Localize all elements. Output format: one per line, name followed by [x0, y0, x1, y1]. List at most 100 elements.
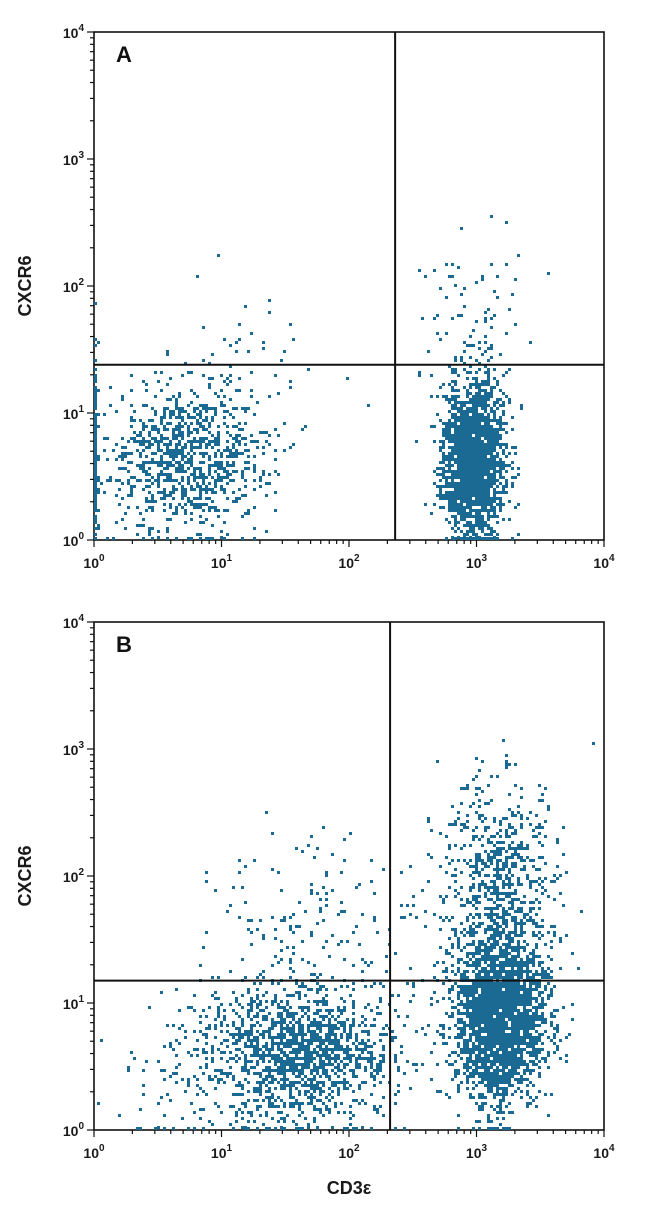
panel-b-data-point: [442, 919, 445, 922]
panel-a-data-point: [475, 446, 478, 449]
panel-a-data-point: [181, 497, 184, 500]
panel-b-data-point: [280, 1057, 283, 1060]
panel-a-data-point: [418, 371, 421, 374]
panel-b-data-point: [337, 1039, 340, 1042]
panel-a-data-point: [94, 437, 97, 440]
panel-a-data-point: [262, 446, 265, 449]
panel-b-data-point: [400, 1045, 403, 1048]
panel-a-data-point: [217, 476, 220, 479]
panel-b-data-point: [508, 823, 511, 826]
panel-b-data-point: [280, 889, 283, 892]
panel-a-data-point: [478, 368, 481, 371]
panel-b-data-point: [409, 967, 412, 970]
panel-b-data-point: [208, 1075, 211, 1078]
panel-a-data-point: [454, 485, 457, 488]
panel-a-data-point: [460, 530, 463, 533]
panel-b-data-point: [277, 961, 280, 964]
panel-a-data-point: [478, 518, 481, 521]
panel-a-data-point: [241, 476, 244, 479]
panel-a-data-point: [223, 488, 226, 491]
panel-b-data-point: [235, 1048, 238, 1051]
panel-b-data-point: [526, 1102, 529, 1105]
panel-b-data-point: [442, 1033, 445, 1036]
panel-b-data-point: [460, 988, 463, 991]
panel-b-data-point: [505, 1006, 508, 1009]
panel-b-data-point: [490, 859, 493, 862]
panel-b-data-point: [550, 994, 553, 997]
panel-b-data-point: [526, 913, 529, 916]
panel-b-data-point: [292, 1018, 295, 1021]
panel-b-data-point: [544, 835, 547, 838]
panel-a-data-point: [199, 470, 202, 473]
panel-a-data-point: [118, 503, 121, 506]
panel-a-data-point: [160, 461, 163, 464]
panel-b-data-point: [481, 1009, 484, 1012]
panel-b-data-point: [499, 949, 502, 952]
panel-a-data-point: [133, 410, 136, 413]
panel-b-data-point: [541, 976, 544, 979]
panel-b-data-point: [457, 958, 460, 961]
panel-b-data-point: [316, 1081, 319, 1084]
panel-a-data-point: [472, 503, 475, 506]
panel-b-data-point: [283, 1009, 286, 1012]
panel-b-data-point: [499, 1087, 502, 1090]
panel-a-data-point: [496, 515, 499, 518]
panel-b-data-point: [529, 1045, 532, 1048]
panel-b-data-point: [253, 1048, 256, 1051]
panel-a-data-point: [187, 476, 190, 479]
panel-a-data-point: [463, 485, 466, 488]
panel-a-data-point: [181, 425, 184, 428]
panel-a-data-point: [484, 380, 487, 383]
panel-b-data-point: [292, 1063, 295, 1066]
panel-b-data-point: [214, 889, 217, 892]
panel-a-data-point: [457, 389, 460, 392]
panel-a-data-point: [475, 398, 478, 401]
panel-a-data-point: [118, 455, 121, 458]
panel-a-data-point: [232, 464, 235, 467]
panel-b-data-point: [292, 1081, 295, 1084]
panel-b-data-point: [463, 1048, 466, 1051]
panel-a-data-point: [505, 221, 508, 224]
panel-b-data-point: [289, 1093, 292, 1096]
panel-b-data-point: [490, 1024, 493, 1027]
panel-b-data-point: [343, 1027, 346, 1030]
panel-b-data-point: [511, 814, 514, 817]
panel-b-data-point: [307, 1030, 310, 1033]
panel-b-data-point: [499, 937, 502, 940]
panel-b-data-point: [514, 1018, 517, 1021]
panel-a-data-point: [94, 338, 97, 341]
panel-a-data-point: [151, 537, 154, 540]
panel-b-data-point: [304, 1063, 307, 1066]
panel-a-data-point: [160, 437, 163, 440]
panel-a-data-point: [148, 461, 151, 464]
panel-b-data-point: [205, 871, 208, 874]
panel-b-data-point: [364, 1045, 367, 1048]
panel-b-data-point: [292, 1102, 295, 1105]
panel-a-data-point: [478, 458, 481, 461]
panel-b-data-point: [316, 1066, 319, 1069]
panel-b-data-point: [211, 1078, 214, 1081]
panel-b-data-point: [340, 1048, 343, 1051]
panel-a-data-point: [223, 422, 226, 425]
panel-b-data-point: [484, 874, 487, 877]
panel-b-data-point: [538, 877, 541, 880]
panel-a-data-point: [460, 464, 463, 467]
panel-b-data-point: [514, 1000, 517, 1003]
panel-b-data-point: [484, 1063, 487, 1066]
panel-b-data-point: [292, 946, 295, 949]
panel-b-data-point: [196, 1084, 199, 1087]
panel-b-data-point: [532, 1027, 535, 1030]
panel-a-data-point: [481, 464, 484, 467]
panel-b-data-point: [502, 1015, 505, 1018]
panel-b-data-point: [289, 958, 292, 961]
panel-a-data-point: [460, 485, 463, 488]
panel-b-data-point: [478, 1015, 481, 1018]
panel-b-data-point: [472, 883, 475, 886]
panel-b-data-point: [520, 1081, 523, 1084]
panel-b-data-point: [529, 997, 532, 1000]
panel-b-data-point: [259, 1000, 262, 1003]
panel-b-data-point: [484, 892, 487, 895]
panel-a-data-point: [139, 440, 142, 443]
panel-b-data-point: [427, 817, 430, 820]
panel-a-data-point: [217, 425, 220, 428]
